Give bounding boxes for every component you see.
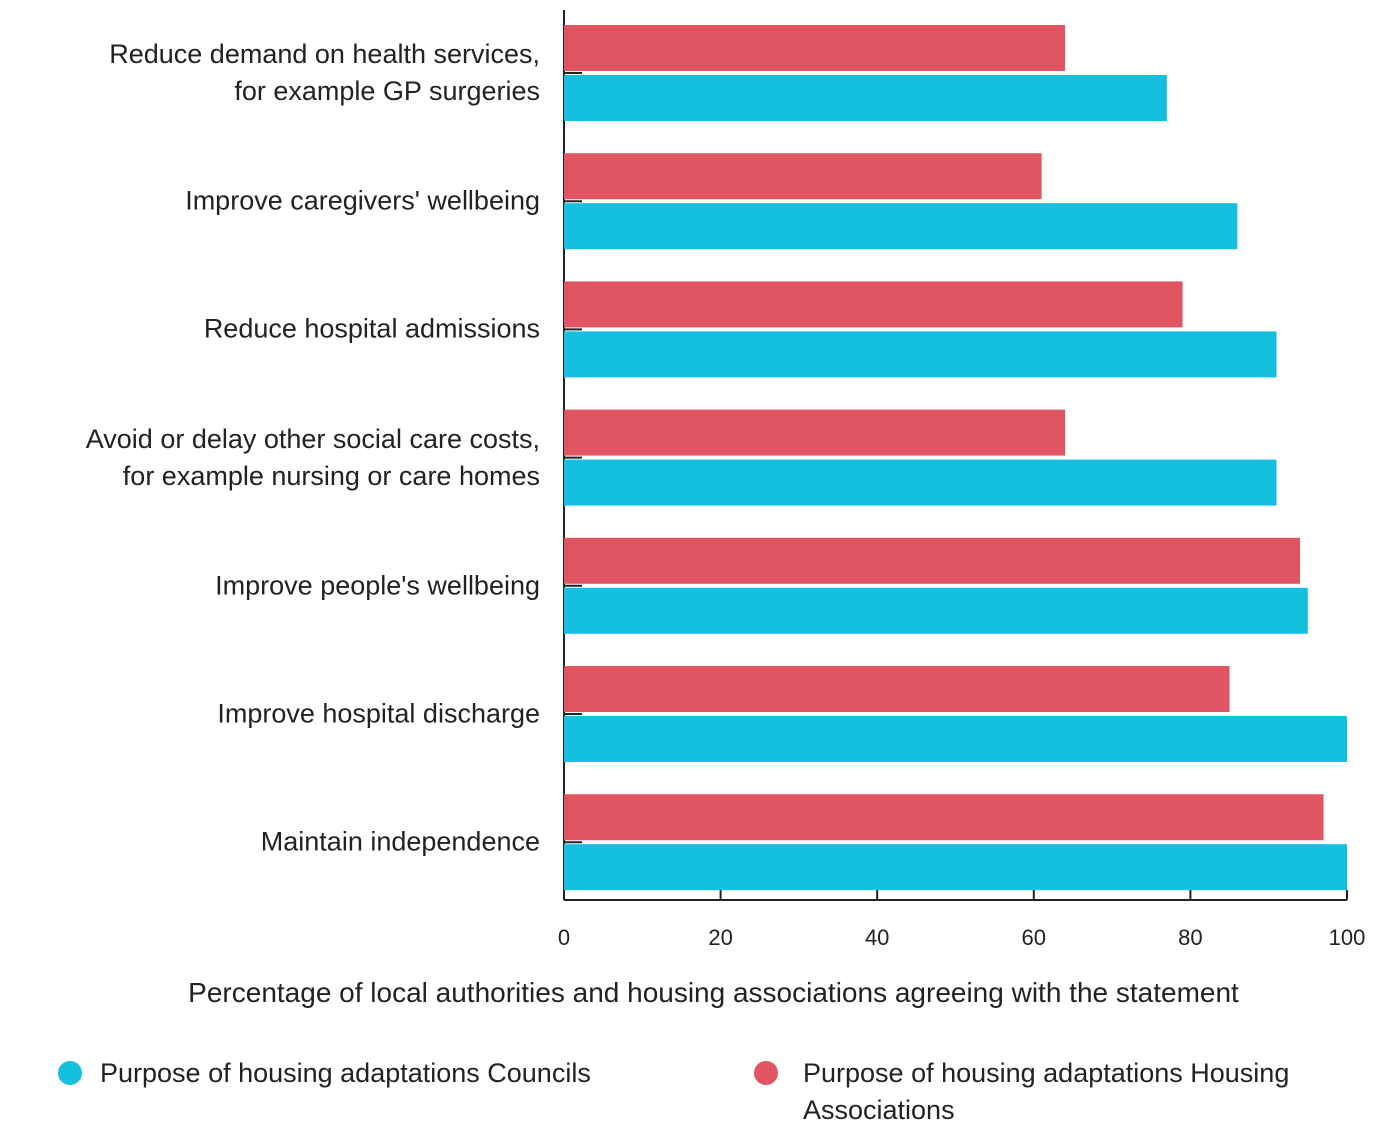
x-tick-label: 60 (1021, 925, 1047, 950)
bar (564, 844, 1347, 891)
bar (564, 153, 1042, 200)
legend-label: Purpose of housing adaptations Councils (100, 1058, 591, 1088)
x-tick-label: 0 (557, 925, 571, 950)
y-tick-label: Improve caregivers' wellbeing (185, 185, 540, 216)
y-tick-label: Improve people's wellbeing (215, 570, 540, 601)
bar (564, 794, 1324, 841)
x-tick-label: 20 (708, 925, 733, 950)
bar (564, 331, 1277, 378)
bar (564, 75, 1167, 121)
bar (564, 537, 1301, 584)
bar (564, 459, 1277, 506)
x-tick-label: 80 (1178, 925, 1203, 950)
bar (564, 587, 1308, 634)
y-tick-label: Avoid or delay other social care costs, … (85, 423, 540, 491)
y-tick-label: Improve hospital discharge (217, 698, 540, 729)
y-tick-label: Reduce demand on health services, for ex… (109, 39, 540, 106)
bar (564, 281, 1183, 328)
legend-marker (58, 1061, 82, 1085)
x-tick-label: 40 (864, 925, 890, 950)
x-axis-title: Percentage of local authorities and hous… (188, 977, 1239, 1008)
bar (564, 716, 1347, 762)
bar (564, 666, 1230, 712)
bar (564, 203, 1238, 250)
bar (564, 409, 1066, 456)
y-tick-label: Maintain independence (260, 826, 540, 857)
legend-marker (754, 1061, 778, 1085)
y-tick-label: Reduce hospital admissions (203, 313, 540, 344)
x-tick-label: 100 (1328, 925, 1366, 950)
bar (564, 25, 1066, 71)
legend-label: Purpose of housing adaptations Housing A… (803, 1058, 1290, 1125)
